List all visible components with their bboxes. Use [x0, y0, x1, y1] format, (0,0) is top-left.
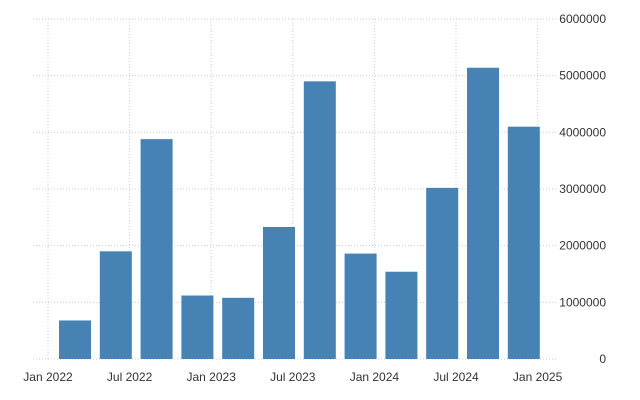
x-tick-label: Jul 2023: [270, 370, 316, 384]
x-tick-label: Jul 2024: [433, 370, 479, 384]
y-tick-label: 6000000: [559, 12, 606, 26]
x-tick-label: Jan 2022: [23, 370, 73, 384]
bar-2022-Q2: [99, 251, 132, 359]
y-tick-label: 3000000: [559, 182, 606, 196]
bar-2023-Q4: [344, 253, 377, 359]
y-tick-label: 5000000: [559, 69, 606, 83]
y-tick-label: 0: [599, 352, 606, 366]
y-tick-label: 4000000: [559, 125, 606, 139]
x-axis-ticks: Jan 2022 Jul 2022 Jan 2023 Jul 2023 Jan 2024…: [23, 370, 562, 384]
x-tick-label: Jan 2024: [350, 370, 400, 384]
x-tick-label: Jul 2022: [107, 370, 153, 384]
bar-2023-Q2: [263, 226, 295, 359]
y-tick-label: 1000000: [559, 295, 606, 309]
bars: [59, 67, 540, 360]
y-axis-ticks: 0 1000000 2000000 3000000 4000000 5000000 6000…: [559, 12, 606, 366]
bar-2022-Q4: [181, 295, 214, 359]
bar-2024-Q1: [385, 271, 418, 359]
bar-2024-Q3: [467, 67, 499, 359]
y-tick-label: 2000000: [559, 239, 606, 253]
bar-2023-Q3: [303, 81, 336, 359]
bar-2022-Q3: [140, 139, 173, 359]
x-tick-label: Jan 2023: [187, 370, 237, 384]
x-tick-label: Jan 2025: [513, 370, 563, 384]
bar-2024-Q2: [426, 187, 459, 359]
bar-2023-Q1: [222, 297, 255, 359]
bar-2022-Q1: [59, 320, 91, 359]
bar-2024-Q4: [507, 126, 540, 360]
